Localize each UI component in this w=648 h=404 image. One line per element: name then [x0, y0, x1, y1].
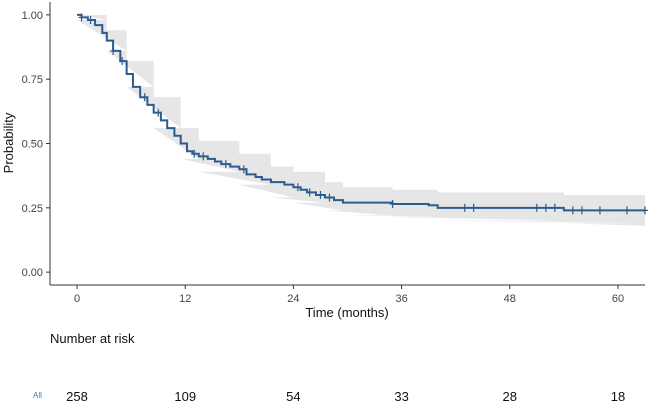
censor-mark: [306, 188, 313, 197]
x-tick-label: 48: [504, 293, 516, 305]
censor-mark: [642, 206, 648, 215]
risk-table-strata-label: All: [33, 391, 42, 400]
x-tick-label: 36: [395, 293, 407, 305]
axes-layer: [49, 2, 645, 286]
risk-count: 54: [286, 389, 301, 404]
censor-mark: [551, 203, 558, 212]
censor-mark: [578, 206, 585, 215]
censor-mark: [200, 152, 207, 161]
survival-curve-all: [77, 13, 645, 212]
y-axis-title: Probability: [1, 112, 16, 173]
censor-mark: [240, 165, 247, 174]
censor-mark: [596, 206, 603, 215]
risk-count: 258: [66, 389, 88, 404]
y-tick-label: 0.50: [22, 139, 43, 151]
censor-mark: [317, 190, 324, 199]
confidence-band-layer: [77, 14, 645, 226]
censor-mark: [542, 203, 549, 212]
y-tick-label: 0.25: [22, 203, 43, 215]
risk-count: 109: [174, 389, 197, 404]
y-tick-label: 1.00: [22, 10, 43, 22]
risk-table-title: Number at risk: [50, 331, 135, 346]
y-tick-label: 0.00: [22, 267, 43, 279]
risk-count: 33: [394, 389, 409, 404]
x-tick-label: 60: [612, 293, 624, 305]
censor-marks-layer: [78, 13, 648, 215]
x-tick-label: 24: [287, 293, 299, 305]
confidence-band: [77, 14, 645, 226]
x-tick-label: 12: [179, 293, 191, 305]
censor-mark: [326, 193, 333, 202]
x-tick-label: 0: [74, 293, 80, 305]
censor-mark: [78, 13, 85, 22]
ticks-layer: 0 12 24 36 48 60 0.00 0.25 0.50 0.75 1.00: [22, 10, 625, 305]
censor-mark: [389, 199, 396, 208]
censor-mark: [155, 108, 162, 117]
censor-mark: [141, 93, 148, 102]
risk-count: 28: [502, 389, 517, 404]
censor-mark: [87, 16, 94, 25]
x-axis-title: Time (months): [305, 305, 388, 320]
censor-mark: [569, 206, 576, 215]
censor-mark: [119, 57, 126, 66]
censor-mark: [110, 46, 117, 55]
censor-mark: [222, 160, 229, 169]
curve-layer: [77, 13, 645, 212]
censor-mark: [461, 203, 468, 212]
censor-mark: [623, 206, 630, 215]
risk-count: 18: [610, 389, 626, 404]
censor-mark: [533, 203, 540, 212]
censor-mark: [191, 149, 198, 158]
censor-mark: [294, 183, 301, 192]
censor-mark: [470, 203, 477, 212]
y-tick-label: 0.75: [22, 74, 43, 86]
